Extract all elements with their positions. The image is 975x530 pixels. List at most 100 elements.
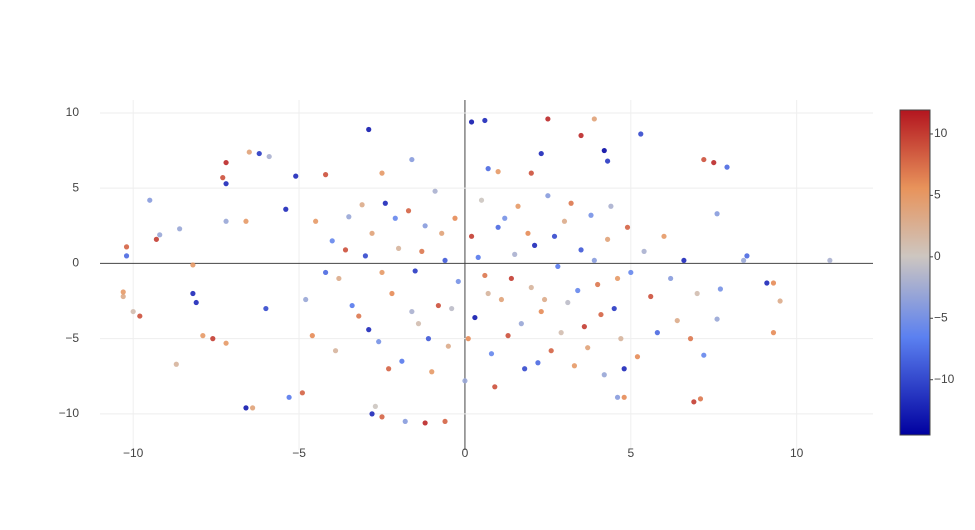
point — [555, 263, 561, 270]
x-tick-label: 0 — [462, 446, 469, 460]
point — [770, 280, 777, 286]
point — [246, 149, 252, 155]
point — [379, 414, 385, 420]
point — [681, 257, 687, 264]
point — [369, 411, 375, 417]
point — [741, 257, 747, 264]
point — [528, 170, 534, 176]
point — [711, 159, 717, 166]
point — [395, 245, 402, 251]
point — [687, 336, 694, 342]
point — [468, 233, 475, 239]
point — [482, 117, 488, 124]
point — [714, 316, 720, 322]
point — [303, 296, 309, 303]
point — [137, 313, 143, 319]
point — [595, 281, 601, 288]
point — [210, 336, 216, 342]
point — [263, 305, 269, 312]
point — [329, 238, 335, 244]
point — [432, 188, 438, 194]
point — [661, 233, 667, 239]
point — [648, 293, 654, 300]
point — [561, 218, 568, 224]
point — [694, 290, 700, 297]
point — [123, 253, 130, 259]
point — [405, 208, 412, 214]
point — [482, 272, 488, 279]
point — [283, 206, 289, 212]
point — [429, 369, 435, 375]
point — [177, 226, 183, 232]
point — [392, 215, 398, 221]
point — [634, 354, 641, 360]
point — [588, 212, 594, 218]
point — [591, 116, 597, 122]
point — [220, 175, 226, 181]
point — [614, 275, 621, 282]
point — [449, 305, 455, 312]
point — [614, 394, 621, 400]
point — [442, 418, 448, 425]
point — [568, 200, 574, 206]
point — [492, 384, 498, 390]
point — [465, 336, 471, 342]
y-tick-label: 0 — [72, 256, 79, 270]
colorbar-tick-label: 5 — [934, 188, 941, 202]
point — [604, 158, 611, 164]
point — [425, 336, 432, 342]
point — [309, 333, 315, 339]
point — [701, 156, 707, 163]
point — [286, 394, 292, 400]
point — [697, 396, 704, 402]
point — [512, 251, 518, 257]
point — [608, 203, 614, 209]
point — [598, 311, 604, 318]
x-tick-label: −5 — [292, 446, 306, 460]
point — [293, 173, 299, 179]
point — [515, 203, 521, 209]
point — [495, 169, 501, 175]
point — [190, 262, 196, 268]
point — [336, 275, 342, 282]
point — [359, 202, 365, 208]
point — [422, 420, 428, 426]
point — [558, 330, 564, 336]
point — [478, 197, 485, 203]
point — [604, 236, 611, 242]
point — [266, 153, 272, 160]
point — [422, 223, 428, 229]
point — [243, 218, 249, 224]
point — [508, 275, 514, 282]
y-tick-label: 5 — [72, 180, 79, 194]
point — [409, 308, 415, 315]
point — [591, 257, 597, 264]
colorbar-tick-label: 0 — [934, 249, 941, 263]
point — [578, 132, 584, 139]
point — [439, 230, 445, 236]
point — [389, 290, 395, 297]
point — [551, 233, 558, 239]
point — [173, 361, 179, 367]
point — [419, 248, 425, 254]
point — [638, 131, 644, 137]
point — [565, 299, 571, 306]
point — [346, 214, 352, 220]
point — [578, 247, 584, 253]
point — [379, 170, 385, 176]
point — [624, 224, 631, 230]
point — [223, 181, 229, 187]
x-tick-label: 5 — [627, 446, 634, 460]
point — [764, 280, 770, 286]
point — [621, 366, 627, 372]
point — [190, 290, 196, 297]
point — [744, 253, 750, 259]
point — [412, 268, 418, 274]
point — [415, 321, 422, 327]
point — [322, 172, 329, 178]
point — [691, 399, 697, 405]
point — [668, 275, 674, 282]
point — [366, 327, 372, 333]
point — [545, 116, 551, 122]
